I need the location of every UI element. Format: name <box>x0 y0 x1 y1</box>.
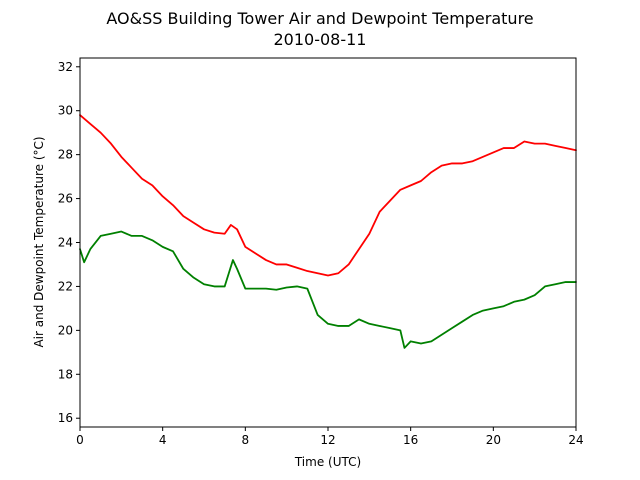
x-tick-label: 8 <box>242 433 250 447</box>
y-tick-label: 32 <box>58 60 73 74</box>
axes: 0 4 8 12 16 20 24 16 18 20 22 24 26 28 30 32 <box>58 57 584 447</box>
y-tick-label: 26 <box>58 192 73 206</box>
chart-title: AO&SS Building Tower Air and Dewpoint Te… <box>106 9 533 28</box>
chart-subtitle: 2010-08-11 <box>274 30 367 49</box>
y-tick-label: 16 <box>58 411 73 425</box>
x-tick-label: 0 <box>76 433 84 447</box>
y-axis-label: Air and Dewpoint Temperature (°C) <box>32 136 46 347</box>
x-tick-label: 24 <box>568 433 583 447</box>
series-line-1 <box>79 114 577 277</box>
x-axis-label: Time (UTC) <box>294 455 361 469</box>
y-tick-label: 18 <box>58 367 73 381</box>
plot-area <box>79 114 577 349</box>
x-tick-label: 20 <box>486 433 501 447</box>
series-line-2 <box>79 230 577 349</box>
y-tick-label: 24 <box>58 236 73 250</box>
y-tick-label: 28 <box>58 148 73 162</box>
y-tick-label: 20 <box>58 323 73 337</box>
y-tick-label: 22 <box>58 279 73 293</box>
x-tick-label: 16 <box>403 433 418 447</box>
y-tick-label: 30 <box>58 104 73 118</box>
x-tick-label: 4 <box>159 433 167 447</box>
x-tick-label: 12 <box>320 433 335 447</box>
